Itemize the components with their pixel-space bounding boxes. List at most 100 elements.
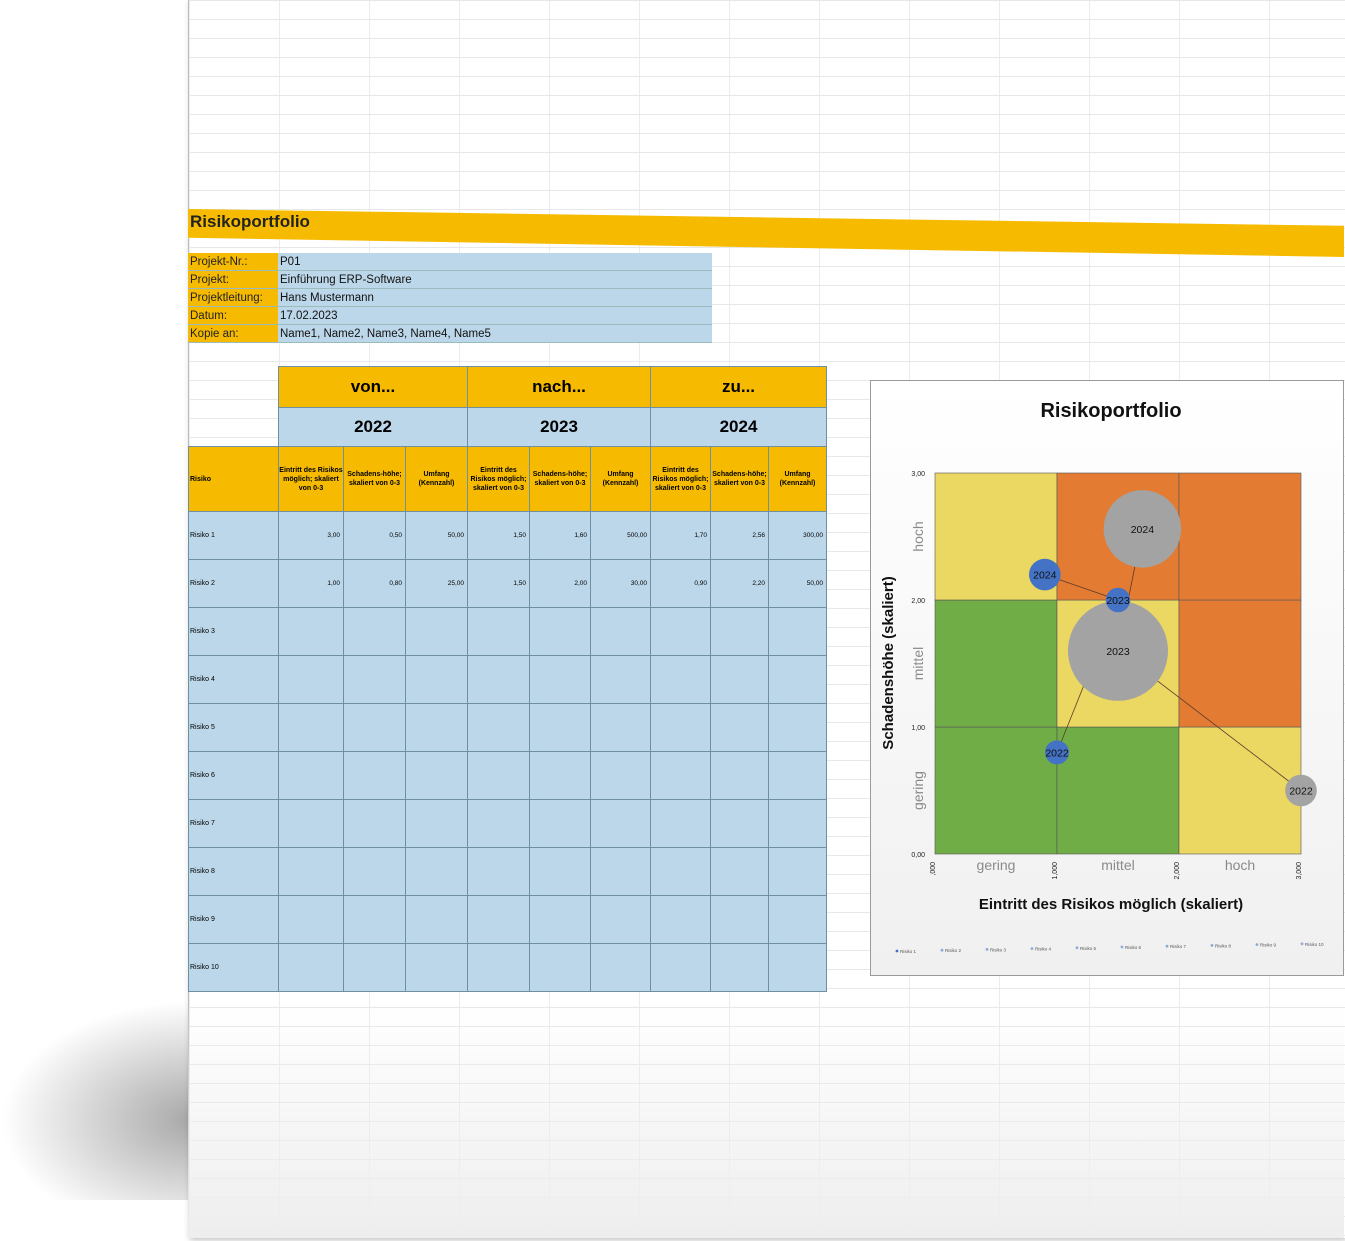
value-cell[interactable]: [467, 895, 530, 944]
value-cell[interactable]: [467, 703, 530, 752]
value-cell[interactable]: [405, 607, 468, 656]
value-cell[interactable]: [343, 943, 406, 992]
value-cell[interactable]: [467, 607, 530, 656]
value-cell[interactable]: [529, 943, 591, 992]
value-cell[interactable]: [650, 751, 711, 800]
value-cell[interactable]: [278, 655, 344, 704]
value-cell[interactable]: [529, 655, 591, 704]
value-cell[interactable]: 2,20: [710, 559, 769, 608]
value-cell[interactable]: [405, 847, 468, 896]
value-cell[interactable]: 0,90: [650, 559, 711, 608]
value-cell[interactable]: [768, 703, 827, 752]
value-cell[interactable]: [768, 895, 827, 944]
value-cell[interactable]: [590, 847, 651, 896]
info-value[interactable]: Name1, Name2, Name3, Name4, Name5: [278, 324, 712, 343]
value-cell[interactable]: 0,50: [343, 511, 406, 560]
value-cell[interactable]: [278, 895, 344, 944]
value-cell[interactable]: [343, 751, 406, 800]
value-cell[interactable]: [768, 847, 827, 896]
value-cell[interactable]: [405, 799, 468, 848]
value-cell[interactable]: [343, 655, 406, 704]
value-cell[interactable]: [650, 799, 711, 848]
value-cell[interactable]: [710, 607, 769, 656]
value-cell[interactable]: [590, 751, 651, 800]
value-cell[interactable]: [650, 895, 711, 944]
value-cell[interactable]: [710, 943, 769, 992]
value-cell[interactable]: [590, 895, 651, 944]
value-cell[interactable]: [768, 799, 827, 848]
value-cell[interactable]: [590, 607, 651, 656]
value-cell[interactable]: [278, 943, 344, 992]
value-cell[interactable]: 1,60: [529, 511, 591, 560]
value-cell[interactable]: [278, 847, 344, 896]
value-cell[interactable]: 2,56: [710, 511, 769, 560]
info-value[interactable]: 17.02.2023: [278, 306, 712, 325]
value-cell[interactable]: 30,00: [590, 559, 651, 608]
bubble-label: 2024: [1033, 570, 1057, 582]
value-cell[interactable]: [650, 703, 711, 752]
value-cell[interactable]: [467, 943, 530, 992]
value-cell[interactable]: [529, 847, 591, 896]
value-cell[interactable]: [405, 655, 468, 704]
value-cell[interactable]: [278, 607, 344, 656]
value-cell[interactable]: [710, 703, 769, 752]
value-cell[interactable]: [768, 751, 827, 800]
value-cell[interactable]: [710, 895, 769, 944]
value-cell[interactable]: 3,00: [278, 511, 344, 560]
value-cell[interactable]: [650, 943, 711, 992]
legend-marker: [895, 949, 899, 953]
value-cell[interactable]: 0,80: [343, 559, 406, 608]
value-cell[interactable]: 1,00: [278, 559, 344, 608]
value-cell[interactable]: [405, 895, 468, 944]
value-cell[interactable]: [650, 847, 711, 896]
value-cell[interactable]: 1,50: [467, 559, 530, 608]
value-cell[interactable]: 50,00: [768, 559, 827, 608]
value-cell[interactable]: [529, 895, 591, 944]
value-cell[interactable]: [650, 607, 711, 656]
value-cell[interactable]: [467, 751, 530, 800]
value-cell[interactable]: [529, 607, 591, 656]
value-cell[interactable]: 50,00: [405, 511, 468, 560]
value-cell[interactable]: [650, 655, 711, 704]
value-cell[interactable]: [467, 847, 530, 896]
value-cell[interactable]: [710, 751, 769, 800]
value-cell[interactable]: [405, 703, 468, 752]
value-cell[interactable]: [405, 943, 468, 992]
value-cell[interactable]: [343, 607, 406, 656]
value-cell[interactable]: [343, 847, 406, 896]
value-cell[interactable]: [590, 703, 651, 752]
value-cell[interactable]: [467, 655, 530, 704]
value-cell[interactable]: [343, 895, 406, 944]
value-cell[interactable]: [278, 751, 344, 800]
value-cell[interactable]: [768, 943, 827, 992]
value-cell[interactable]: [278, 799, 344, 848]
value-cell[interactable]: [529, 703, 591, 752]
value-cell[interactable]: 300,00: [768, 511, 827, 560]
value-cell[interactable]: [529, 799, 591, 848]
info-value[interactable]: Hans Mustermann: [278, 288, 712, 307]
info-value[interactable]: P01: [278, 253, 712, 271]
value-cell[interactable]: [590, 943, 651, 992]
value-cell[interactable]: [278, 703, 344, 752]
value-cell[interactable]: [768, 607, 827, 656]
value-cell[interactable]: 500,00: [590, 511, 651, 560]
table-row: Risiko 4: [188, 655, 827, 704]
column-header: Umfang (Kennzahl): [590, 446, 651, 512]
value-cell[interactable]: [467, 799, 530, 848]
value-cell[interactable]: [343, 799, 406, 848]
value-cell[interactable]: 2,00: [529, 559, 591, 608]
value-cell[interactable]: [710, 799, 769, 848]
value-cell[interactable]: 1,70: [650, 511, 711, 560]
value-cell[interactable]: [343, 703, 406, 752]
value-cell[interactable]: [710, 847, 769, 896]
info-value[interactable]: Einführung ERP-Software: [278, 270, 712, 289]
value-cell[interactable]: [768, 655, 827, 704]
value-cell[interactable]: [590, 655, 651, 704]
value-cell[interactable]: [529, 751, 591, 800]
value-cell[interactable]: 25,00: [405, 559, 468, 608]
value-cell[interactable]: [590, 799, 651, 848]
legend-marker: [1120, 945, 1124, 949]
value-cell[interactable]: [710, 655, 769, 704]
value-cell[interactable]: [405, 751, 468, 800]
value-cell[interactable]: 1,50: [467, 511, 530, 560]
